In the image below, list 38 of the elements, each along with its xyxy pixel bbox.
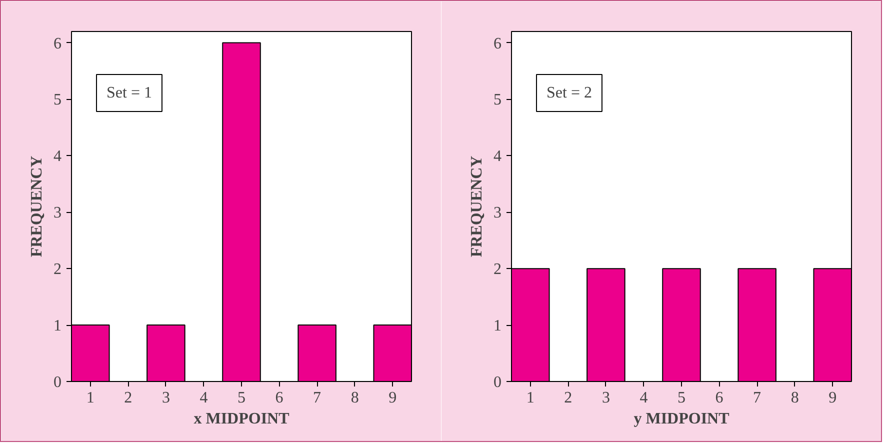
y-axis-title: FREQUENCY [468, 155, 486, 258]
y-axis-title: FREQUENCY [28, 155, 46, 258]
x-tick-label: 9 [388, 390, 397, 406]
y-tick-label: 5 [54, 92, 62, 109]
x-tick-label: 1 [86, 390, 94, 406]
y-tick-label: 2 [494, 261, 502, 278]
x-axis-title: y MIDPOINT [634, 410, 730, 428]
x-axis-title: x MIDPOINT [194, 410, 290, 428]
x-tick-label: 7 [313, 390, 322, 406]
x-tick-label: 2 [564, 390, 572, 406]
y-tick-label: 6 [494, 35, 502, 52]
x-tick-label: 5 [238, 390, 246, 406]
y-tick-label: 1 [494, 318, 502, 335]
y-tick-label: 5 [494, 92, 502, 109]
x-tick-label: 5 [678, 390, 686, 406]
x-tick-label: 6 [715, 390, 724, 406]
annotation: Set = 2 [546, 84, 592, 102]
y-tick-label: 2 [54, 261, 62, 278]
x-tick-label: 9 [828, 390, 837, 406]
x-tick-label: 6 [275, 390, 284, 406]
y-tick-label: 0 [54, 374, 62, 391]
annotation: Set = 1 [106, 84, 152, 102]
x-tick-label: 4 [200, 390, 208, 406]
y-tick-label: 3 [54, 204, 62, 222]
y-tick-label: 4 [54, 148, 62, 166]
y-tick-label: 4 [494, 148, 502, 166]
x-tick-label: 2 [124, 390, 132, 406]
x-tick-label: 3 [602, 390, 610, 406]
y-tick-label: 0 [494, 374, 502, 391]
x-tick-label: 4 [640, 390, 648, 406]
x-tick-label: 7 [753, 390, 762, 406]
x-tick-label: 8 [350, 390, 359, 406]
x-tick-label: 1 [526, 390, 534, 406]
y-tick-label: 6 [54, 35, 62, 52]
y-tick-label: 3 [494, 204, 502, 222]
x-tick-label: 8 [790, 390, 799, 406]
x-tick-label: 3 [162, 390, 170, 406]
y-tick-label: 1 [54, 318, 62, 335]
